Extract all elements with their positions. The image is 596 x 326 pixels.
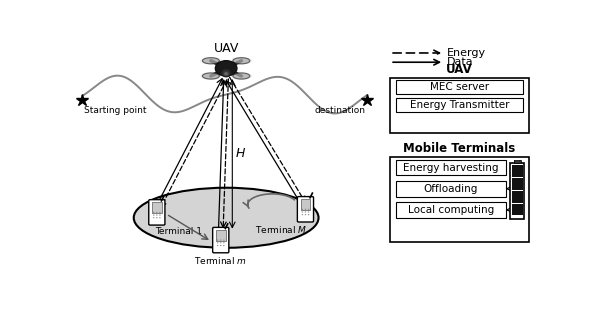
Bar	[514, 160, 521, 163]
Ellipse shape	[305, 214, 306, 215]
Ellipse shape	[134, 188, 318, 248]
Ellipse shape	[200, 57, 222, 65]
Bar	[512, 165, 523, 177]
FancyBboxPatch shape	[152, 202, 162, 214]
Ellipse shape	[222, 69, 231, 77]
FancyBboxPatch shape	[300, 199, 311, 210]
Ellipse shape	[231, 72, 252, 80]
Ellipse shape	[203, 73, 219, 79]
Text: destination: destination	[315, 106, 365, 115]
Ellipse shape	[159, 212, 161, 213]
Ellipse shape	[223, 240, 225, 241]
Ellipse shape	[203, 58, 219, 64]
Text: Terminal $m$: Terminal $m$	[194, 255, 247, 266]
Text: MEC server: MEC server	[430, 82, 489, 92]
FancyBboxPatch shape	[149, 200, 165, 225]
Ellipse shape	[153, 217, 154, 218]
Text: Data: Data	[447, 57, 474, 67]
Text: Local computing: Local computing	[408, 205, 494, 215]
Bar	[510, 163, 524, 218]
Bar	[512, 203, 523, 215]
Ellipse shape	[217, 242, 219, 244]
Bar	[396, 181, 505, 197]
Ellipse shape	[308, 211, 309, 213]
Ellipse shape	[220, 245, 222, 246]
FancyBboxPatch shape	[216, 230, 226, 241]
FancyBboxPatch shape	[213, 228, 229, 253]
Text: Energy harvesting: Energy harvesting	[403, 163, 499, 172]
Bar	[390, 78, 529, 133]
Ellipse shape	[233, 58, 250, 64]
Bar	[512, 178, 523, 190]
Ellipse shape	[302, 209, 303, 210]
Ellipse shape	[302, 211, 303, 213]
Bar	[396, 80, 523, 94]
Ellipse shape	[302, 214, 303, 215]
Text: Offloading: Offloading	[424, 184, 478, 194]
Text: Energy: Energy	[447, 48, 486, 58]
Ellipse shape	[220, 240, 222, 241]
Ellipse shape	[305, 209, 306, 210]
Ellipse shape	[305, 211, 306, 213]
Text: Energy Transmitter: Energy Transmitter	[409, 100, 509, 110]
Ellipse shape	[223, 245, 225, 246]
Ellipse shape	[220, 242, 222, 244]
Ellipse shape	[215, 61, 237, 76]
Ellipse shape	[217, 240, 219, 241]
Ellipse shape	[233, 73, 250, 79]
FancyBboxPatch shape	[297, 197, 313, 222]
Bar	[512, 191, 523, 203]
Ellipse shape	[224, 72, 228, 76]
Bar	[396, 98, 523, 112]
Text: Terminal $M$: Terminal $M$	[255, 224, 307, 235]
Bar	[390, 157, 529, 242]
Ellipse shape	[156, 212, 157, 213]
Text: UAV: UAV	[446, 63, 473, 76]
Ellipse shape	[153, 212, 154, 213]
Text: UAV: UAV	[213, 42, 239, 55]
Text: Terminal 1: Terminal 1	[156, 227, 202, 236]
Ellipse shape	[231, 57, 252, 65]
Ellipse shape	[159, 217, 161, 218]
Text: H: H	[235, 147, 245, 160]
Text: Starting point: Starting point	[83, 106, 146, 115]
Ellipse shape	[223, 242, 225, 244]
Ellipse shape	[200, 72, 222, 80]
Ellipse shape	[308, 209, 309, 210]
Ellipse shape	[156, 217, 157, 218]
Text: Mobile Terminals: Mobile Terminals	[403, 142, 516, 156]
Ellipse shape	[217, 245, 219, 246]
Bar	[396, 159, 505, 175]
Bar	[396, 202, 505, 218]
Ellipse shape	[308, 214, 309, 215]
